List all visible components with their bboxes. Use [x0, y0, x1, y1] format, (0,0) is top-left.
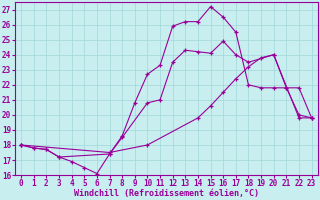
- X-axis label: Windchill (Refroidissement éolien,°C): Windchill (Refroidissement éolien,°C): [74, 189, 259, 198]
